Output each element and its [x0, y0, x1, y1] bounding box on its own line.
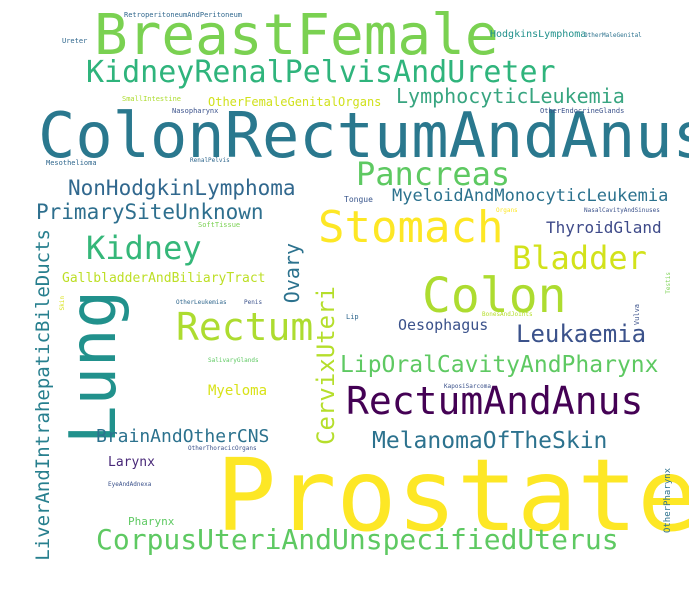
word-colon: Colon — [422, 268, 567, 324]
word-gallbladder-and-biliary-tract: GallbladderAndBiliaryTract — [62, 271, 266, 286]
word-liver-and-intrahepatic-bile-ducts: LiverAndIntrahepaticBileDucts — [32, 229, 54, 561]
word-kidney: Kidney — [86, 229, 202, 267]
word-retroperitoneum-and-peritoneum: RetroperitoneumAndPeritoneum — [124, 11, 243, 19]
word-small-intestine: SmallIntestine — [122, 95, 182, 103]
word-thyroid-gland: ThyroidGland — [546, 218, 662, 237]
word-bladder: Bladder — [512, 239, 647, 277]
word-other-pharynx: OtherPharynx — [663, 468, 673, 534]
word-lip-oral-cavity-and-pharynx: LipOralCavityAndPharynx — [340, 352, 659, 378]
word-hodgkins-lymphoma: HodgkinsLymphoma — [490, 29, 587, 40]
word-stomach: Stomach — [318, 202, 504, 253]
word-kaposi-sarcoma: KaposiSarcoma — [444, 383, 491, 390]
word-mesothelioma: Mesothelioma — [46, 159, 97, 167]
word-corpus-uteri: CorpusUteriAndUnspecifiedUterus — [96, 523, 619, 556]
word-kidney-renal-pelvis-and-ureter: KidneyRenalPelvisAndUreter — [86, 55, 556, 90]
word-other-leukemias: OtherLeukemias — [176, 299, 227, 306]
word-soft-tissue: SoftTissue — [198, 221, 241, 229]
word-oesophagus: Oesophagus — [398, 316, 489, 334]
word-pancreas: Pancreas — [356, 155, 511, 193]
word-lip: Lip — [346, 313, 359, 321]
word-cervix-uteri: CervixUteri — [312, 286, 340, 445]
word-ovary: Ovary — [280, 243, 304, 304]
word-other-thoracic-organs: OtherThoracicOrgans — [188, 445, 257, 452]
word-vulva: Vulva — [633, 304, 641, 326]
word-lymphocytic-leukemia: LymphocyticLeukemia — [396, 84, 625, 108]
word-larynx: Larynx — [108, 455, 155, 470]
word-salivary-glands: SalivaryGlands — [208, 357, 259, 364]
word-breast-female: BreastFemale — [94, 3, 499, 68]
word-rectum-and-anus: RectumAndAnus — [346, 379, 644, 423]
word-myeloma: Myeloma — [208, 383, 268, 399]
word-leukaemia: Leukaemia — [516, 320, 647, 348]
word-tongue: Tongue — [344, 195, 373, 204]
word-eye-and-adnexa: EyeAndAdnexa — [108, 481, 152, 488]
word-testis: Testis — [665, 272, 672, 294]
word-nasopharynx: Nasopharynx — [172, 107, 219, 115]
word-non-hodgkin-lymphoma: NonHodgkinLymphoma — [68, 176, 296, 200]
word-prostate: Prostate — [216, 437, 689, 554]
word-other-female-genital-organs: OtherFemaleGenitalOrgans — [208, 95, 382, 109]
word-skin: Skin — [59, 296, 66, 311]
word-colon-rectum-and-anus: ColonRectumAndAnus — [38, 99, 689, 172]
word-organs: Organs — [496, 207, 518, 214]
word-other-endocrine-glands: OtherEndocrineGlands — [540, 107, 625, 115]
word-ureter: Ureter — [62, 37, 88, 45]
word-penis: Penis — [244, 299, 263, 306]
word-pharynx: Pharynx — [128, 515, 175, 528]
word-lung: Lung — [57, 290, 131, 445]
word-bones-and-joints: BonesAndJoints — [482, 311, 533, 318]
word-primary-site-unknown: PrimarySiteUnknown — [36, 200, 264, 224]
word-melanoma-of-the-skin: MelanomaOfTheSkin — [372, 428, 608, 454]
word-myeloid-and-monocytic-leukemia: MyeloidAndMonocyticLeukemia — [392, 186, 669, 206]
word-nasal-cavity-and-sinuses: NasalCavityAndSinuses — [584, 207, 660, 214]
word-brain-and-other-cns: BrainAndOtherCNS — [96, 426, 270, 447]
word-other-male-genital: OtherMaleGenital — [584, 32, 642, 39]
word-renal-pelvis: RenalPelvis — [190, 157, 230, 164]
word-rectum: Rectum — [176, 305, 314, 349]
